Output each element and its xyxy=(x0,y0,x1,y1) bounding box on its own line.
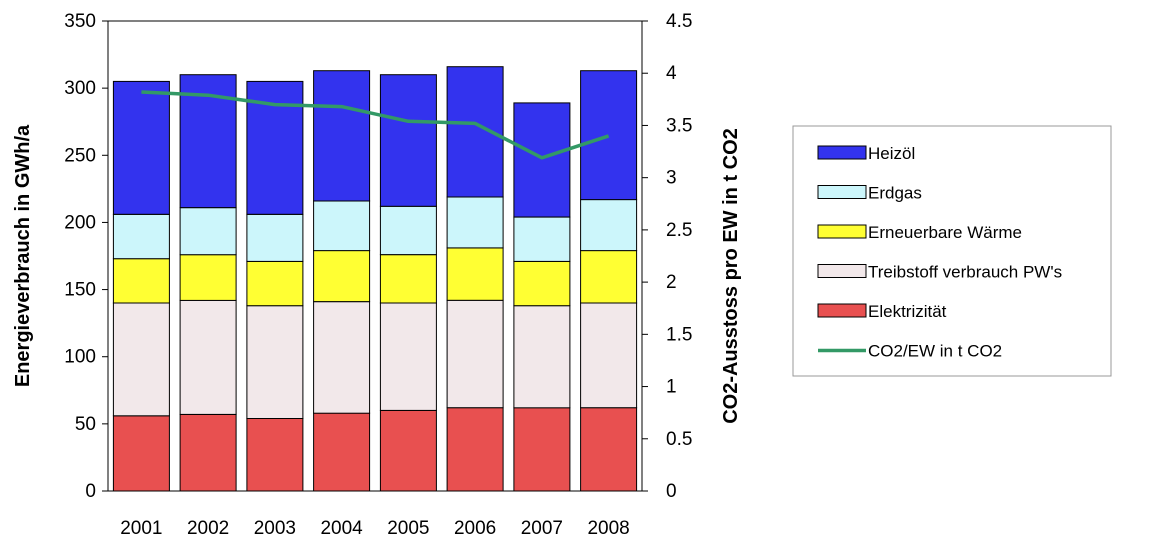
x-tick-label-2002: 2002 xyxy=(187,518,229,539)
bar-segment-2004-1 xyxy=(313,301,371,414)
bar-segment-2006-0 xyxy=(446,407,504,492)
legend-swatch xyxy=(817,185,867,199)
bar-segment-2004-2 xyxy=(313,250,371,303)
bar-segment-2002-2 xyxy=(179,254,237,301)
y2-tick-label: 1.5 xyxy=(666,324,692,345)
x-tick-label-2007: 2007 xyxy=(521,518,563,539)
y2-tick-label: 3 xyxy=(666,168,677,189)
legend-label: Erneuerbare Wärme xyxy=(868,223,1022,242)
bar-segment-2003-3 xyxy=(246,213,304,262)
y2-tick-label: 0.5 xyxy=(666,429,692,450)
y2-tick-label: 4.5 xyxy=(666,11,692,32)
y2-tick-label: 3.5 xyxy=(666,115,692,136)
bar-segment-2007-2 xyxy=(513,260,571,307)
axes-layer: 0 50 100 150 200 250 300 350 0 0.5 1 1.5 2 2.5 3 3.5 4 4.… xyxy=(64,11,692,539)
legend-box xyxy=(792,125,1112,377)
bar-segment-2002-1 xyxy=(179,299,237,415)
legend-label: Heizöl xyxy=(868,144,915,163)
y-tick-label: 150 xyxy=(64,280,96,301)
legend-label: Treibstoff verbrauch PW's xyxy=(868,263,1062,282)
legend-label: Erdgas xyxy=(868,184,922,203)
y2-tick-label: 4 xyxy=(666,63,677,84)
y2-tick-label: 0 xyxy=(666,481,677,502)
y2-tick-label: 1 xyxy=(666,377,677,398)
x-tick-label-2006: 2006 xyxy=(454,518,496,539)
bar-segment-2007-3 xyxy=(513,216,571,262)
bar-segment-2004-0 xyxy=(313,412,371,492)
y-tick-label: 200 xyxy=(64,212,96,233)
bar-segment-2003-0 xyxy=(246,418,304,492)
y-axis-title: Energieverbrauch in GWh/a xyxy=(12,124,34,387)
bar-segment-2001-4 xyxy=(112,80,170,215)
x-tick-label-2008: 2008 xyxy=(587,518,629,539)
legend-swatch xyxy=(817,224,867,239)
bar-segment-2008-4 xyxy=(580,70,638,201)
bar-segment-2006-3 xyxy=(446,196,504,249)
legend-label: CO2/EW in t CO2 xyxy=(868,342,1002,361)
y-tick-label: 100 xyxy=(64,347,96,368)
y-tick-label: 350 xyxy=(64,11,96,32)
y2-tick-label: 2.5 xyxy=(666,220,692,241)
x-tick-label-2004: 2004 xyxy=(320,518,363,539)
bar-segment-2007-4 xyxy=(513,102,571,218)
y2-tick-label: 2 xyxy=(666,272,677,293)
bar-segment-2008-0 xyxy=(580,407,638,492)
bars-layer xyxy=(112,66,638,492)
bar-segment-2004-4 xyxy=(313,70,371,202)
bar-segment-2002-0 xyxy=(179,414,237,492)
bar-segment-2006-2 xyxy=(446,247,504,301)
legend-swatch xyxy=(817,145,867,160)
co2-line-layer xyxy=(141,90,610,160)
bar-segment-2002-3 xyxy=(179,207,237,256)
x-tick-label-2005: 2005 xyxy=(387,518,429,539)
bar-segment-2003-1 xyxy=(246,305,304,420)
bar-segment-2005-4 xyxy=(379,74,437,207)
bar-segment-2008-1 xyxy=(580,302,638,409)
bar-segment-2005-3 xyxy=(379,205,437,256)
bar-segment-2001-3 xyxy=(112,213,170,260)
legend-swatch xyxy=(817,303,867,318)
bar-segment-2001-0 xyxy=(112,415,170,492)
bar-segment-2008-2 xyxy=(580,250,638,304)
bar-segment-2007-1 xyxy=(513,305,571,409)
bar-segment-2005-1 xyxy=(379,302,437,411)
y2-axis-title: CO2-Ausstoss pro EW in t CO2 xyxy=(720,128,742,424)
x-tick-label-2003: 2003 xyxy=(254,518,296,539)
bar-segment-2006-1 xyxy=(446,299,504,409)
x-tick-label-2001: 2001 xyxy=(120,518,162,539)
legend: Heizöl Erdgas Erneuerbare Wärme Treibstoff … xyxy=(792,125,1112,377)
bar-segment-2001-1 xyxy=(112,302,170,417)
bar-segment-2007-0 xyxy=(513,407,571,492)
y-tick-label: 50 xyxy=(75,414,96,435)
bar-segment-2001-2 xyxy=(112,258,170,304)
legend-label: Elektrizität xyxy=(868,302,947,321)
y-tick-label: 300 xyxy=(64,78,96,99)
y-tick-label: 0 xyxy=(85,481,96,502)
legend-swatch xyxy=(817,264,867,278)
bar-segment-2003-2 xyxy=(246,260,304,307)
y-tick-label: 250 xyxy=(64,145,96,166)
bar-segment-2008-3 xyxy=(580,199,638,252)
bar-segment-2005-0 xyxy=(379,409,437,492)
co2-line xyxy=(141,90,610,160)
bar-segment-2004-3 xyxy=(313,200,371,252)
bar-segment-2005-2 xyxy=(379,254,437,304)
